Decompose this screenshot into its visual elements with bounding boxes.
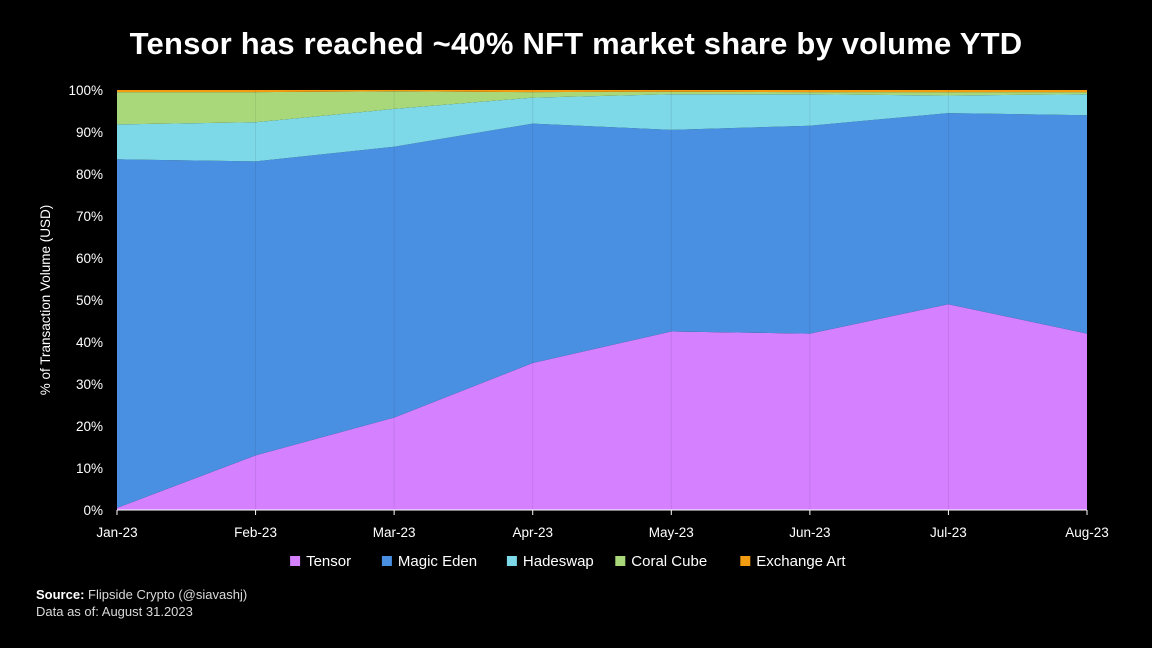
x-tick-label: Jan-23 xyxy=(96,525,137,540)
x-tick-label: May-23 xyxy=(649,525,694,540)
legend-label: Magic Eden xyxy=(398,553,477,570)
x-tick-label: Apr-23 xyxy=(512,525,553,540)
legend-item-exchange-art: Exchange Art xyxy=(740,553,846,570)
y-tick-label: 80% xyxy=(76,167,103,182)
chart-title: Tensor has reached ~40% NFT market share… xyxy=(129,26,1023,61)
x-tick-label: Jul-23 xyxy=(930,525,967,540)
date-label: Data as of: xyxy=(36,604,99,619)
legend-swatch xyxy=(290,556,301,566)
legend-item-hadeswap: Hadeswap xyxy=(506,553,594,570)
legend-swatch xyxy=(506,556,517,566)
legend-label: Coral Cube xyxy=(631,553,707,570)
legend-swatch xyxy=(615,556,626,566)
x-tick-label: Aug-23 xyxy=(1065,525,1109,540)
x-tick-label: Jun-23 xyxy=(789,525,830,540)
legend-swatch xyxy=(381,556,392,566)
y-tick-label: 50% xyxy=(76,293,103,308)
y-tick-label: 60% xyxy=(76,251,103,266)
x-tick-label: Mar-23 xyxy=(373,525,416,540)
legend-label: Tensor xyxy=(306,553,351,570)
legend-swatch xyxy=(740,556,751,566)
y-tick-label: 10% xyxy=(76,461,103,476)
date-text: August 31.2023 xyxy=(101,604,193,619)
source-label: Source: xyxy=(36,587,85,602)
legend: Tensor Magic Eden Hadeswap Coral Cube Exchan… xyxy=(290,553,846,570)
y-tick-label: 0% xyxy=(83,503,103,518)
area-coral-cube xyxy=(117,91,1087,125)
y-axis: 0% 10% 20% 30% 40% 50% 60% 70% 80% 90% 100% xyxy=(68,83,103,518)
legend-item-tensor: Tensor xyxy=(290,553,351,570)
y-tick-label: 30% xyxy=(76,377,103,392)
y-tick-label: 70% xyxy=(76,209,103,224)
area-layer xyxy=(117,90,1087,510)
x-axis: Jan-23 Feb-23 Mar-23 Apr-23 May-23 Jun-23 Jul-… xyxy=(96,509,1109,540)
area-exchange-art xyxy=(117,90,1087,93)
x-tick-label: Feb-23 xyxy=(234,525,277,540)
legend-label: Hadeswap xyxy=(523,553,594,570)
y-tick-label: 100% xyxy=(68,83,103,98)
source-text: Flipside Crypto (@siavashj) xyxy=(88,587,248,602)
y-tick-label: 20% xyxy=(76,419,103,434)
area-tensor xyxy=(117,304,1087,510)
legend-item-coral-cube: Coral Cube xyxy=(615,553,707,570)
legend-item-magic-eden: Magic Eden xyxy=(381,553,477,570)
y-axis-label: % of Transaction Volume (USD) xyxy=(38,205,53,396)
area-magic-eden xyxy=(117,113,1087,508)
area-hadeswap xyxy=(117,94,1087,162)
y-tick-label: 40% xyxy=(76,335,103,350)
source-note: Source: Flipside Crypto (@siavashj) Data… xyxy=(36,586,247,620)
y-tick-label: 90% xyxy=(76,125,103,140)
legend-label: Exchange Art xyxy=(756,553,846,570)
